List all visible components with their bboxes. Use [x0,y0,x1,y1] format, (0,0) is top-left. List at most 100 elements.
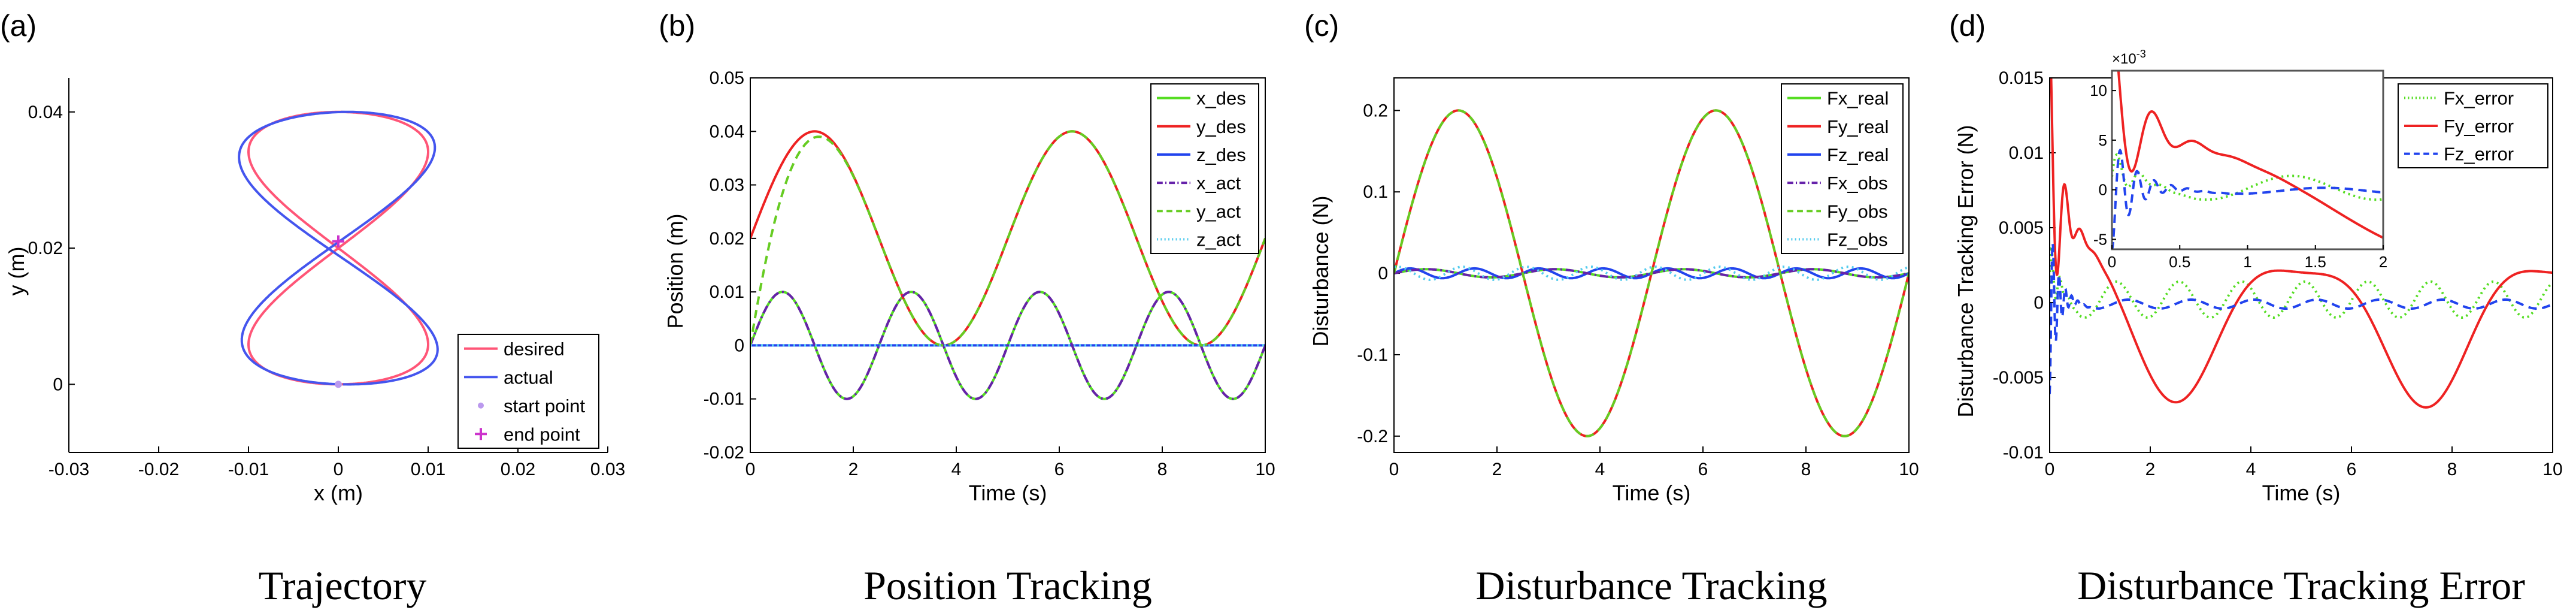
position-ytick-label: 0.03 [710,176,744,195]
position-legend-item: y_des [1157,116,1246,137]
inset-xtick-label: 2 [2379,253,2387,271]
disturbance-series-Fz_obs [1394,265,1909,282]
error-legend-label: Fx_error [2444,87,2514,108]
error-legend-item: Fy_error [2404,116,2514,137]
position-legend-label: y_act [1196,201,1241,222]
error-ytick-label: 0 [2033,293,2044,313]
inset-xtick-label: 1.5 [2305,253,2326,271]
error-ytick-label: 0.01 [2009,143,2044,163]
position-legend-item: x_des [1157,88,1246,109]
trajectory-actual-curve [238,110,439,386]
error-y-axis-label: Disturbance Tracking Error (N) [1953,125,1978,417]
trajectory-ytick-label: 0.04 [28,102,63,122]
inset-series-Fy_error [2117,71,2383,239]
error-xtick-label: 6 [2347,460,2357,479]
position-legend-label: z_act [1196,229,1241,250]
trajectory-end-point [332,235,344,247]
inset-ytick-label: 10 [2090,81,2107,99]
disturbance-xtick-label: 2 [1492,460,1502,479]
error-xtick-label: 4 [2246,460,2256,479]
position-xtick-label: 10 [1255,460,1275,479]
inset-xtick-label: 1 [2243,253,2251,271]
trajectory-legend-label: start point [504,395,586,416]
position-legend-item: z_des [1157,144,1246,165]
error-ytick-label: -0.01 [2003,443,2044,463]
trajectory-caption: Trajectory [259,563,427,608]
position-legend-item: x_act [1157,173,1241,194]
error-xtick-label: 0 [2045,460,2055,479]
trajectory-xtick-label: 0.03 [590,460,625,479]
disturbance-axes-box [1393,77,1910,453]
panel-position-tracking: (b) Time (s) Position (m) Position Tracking… [659,9,1275,608]
trajectory-x-axis-label: x (m) [314,481,363,505]
position-plot-area [750,130,1265,400]
disturbance-legend-item: Fz_real [1787,144,1889,165]
trajectory-legend-label: desired [504,339,565,360]
error-xtick-label: 10 [2542,460,2562,479]
inset-series-Fx_error [2112,153,2383,201]
position-ytick-label: -0.01 [704,389,744,409]
disturbance-legend-label: Fz_obs [1827,229,1888,250]
trajectory-y-axis-label: y (m) [4,247,29,296]
position-xtick-label: 8 [1157,460,1168,479]
position-legend-item: y_act [1157,201,1241,222]
disturbance-plot-area [1394,109,1909,437]
trajectory-xtick-label: -0.02 [138,460,179,479]
trajectory-xtick-label: 0.01 [411,460,446,479]
trajectory-xtick-label: 0 [334,460,344,479]
position-xtick-label: 0 [745,460,756,479]
disturbance-ytick-label: 0 [1378,264,1388,283]
disturbance-legend-label: Fx_obs [1827,173,1888,194]
disturbance-ytick-label: 0.1 [1363,182,1388,202]
position-legend-box [1150,83,1259,254]
inset-ytick-label: -5 [2093,230,2107,248]
position-xtick-label: 6 [1054,460,1065,479]
position-xtick-label: 2 [848,460,859,479]
error-legend-item: Fx_error [2404,87,2514,108]
error-caption: Disturbance Tracking Error [2077,563,2525,608]
position-panel-label: (b) [659,9,695,43]
disturbance-xtick-label: 0 [1389,460,1399,479]
disturbance-legend-item: Fx_obs [1787,173,1888,194]
disturbance-legend-label: Fz_real [1827,144,1889,165]
error-plot-area [2050,78,2553,409]
error-xtick-label: 2 [2145,460,2156,479]
legend-end-marker [475,428,487,440]
position-ytick-label: 0.04 [710,122,744,141]
trajectory-legend-item: desired [464,339,565,360]
legend-start-marker [478,402,484,409]
trajectory-xtick-label: -0.01 [228,460,269,479]
error-ytick-label: 0.015 [1999,68,2044,88]
disturbance-legend-item: Fy_obs [1787,201,1888,222]
position-y-axis-label: Position (m) [663,213,687,328]
disturbance-legend-item: Fx_real [1787,88,1889,109]
trajectory-legend-item: actual [464,367,553,388]
disturbance-xtick-label: 4 [1595,460,1605,479]
position-legend-label: x_act [1196,173,1241,194]
disturbance-panel-label: (c) [1304,9,1339,43]
trajectory-xtick-label: 0.02 [501,460,535,479]
error-x-axis-label: Time (s) [2262,481,2341,505]
disturbance-legend-box [1781,83,1904,254]
disturbance-series-Fx_obs [1394,268,1909,279]
disturbance-y-axis-label: Disturbance (N) [1308,195,1333,346]
position-ytick-label: 0.02 [710,229,744,249]
inset-xtick-label: 0.5 [2169,253,2190,271]
inset-series-Fz_error [2112,148,2383,249]
error-series-Fz_error [2050,243,2553,394]
inset-ytick-label: 0 [2099,181,2107,199]
error-ytick-label: -0.005 [1993,368,2044,388]
disturbance-legend-label: Fx_real [1827,88,1889,109]
disturbance-legend-item: Fy_real [1787,116,1889,137]
error-series-Fy_error [2050,78,2553,409]
disturbance-legend-label: Fy_real [1827,116,1889,137]
trajectory-legend-item: end point [475,424,580,445]
position-axes-box [750,77,1266,453]
disturbance-legend-label: Fy_obs [1827,201,1888,222]
position-series-x_act [750,291,1265,400]
disturbance-series-Fy_obs [1394,109,1909,437]
panel-disturbance-tracking-error: (d) Time (s) Disturbance Tracking Error (N… [1949,9,2563,608]
error-xtick-label: 8 [2447,460,2457,479]
trajectory-legend-item: start point [478,395,586,416]
